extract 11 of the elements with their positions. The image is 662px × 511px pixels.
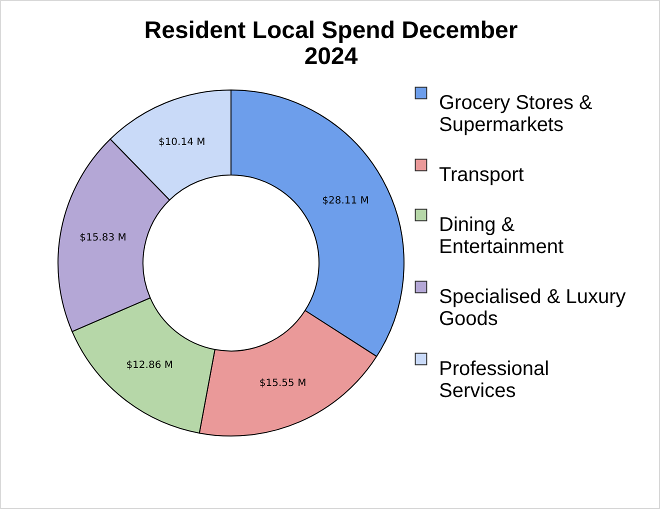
data-label: $10.14 M: [158, 137, 206, 148]
legend-label: Professional Services: [439, 358, 550, 402]
data-label: $15.55 M: [259, 378, 306, 389]
legend-label: Transport: [439, 164, 524, 186]
legend-label: Grocery Stores & Supermarkets: [439, 92, 594, 136]
legend-label: Specialised & Luxury Goods: [439, 286, 626, 330]
data-label: $28.11 M: [322, 195, 369, 206]
data-label: $12.86 M: [126, 360, 173, 371]
chart-title: Resident Local Spend December 2024: [144, 17, 518, 70]
data-label: $15.83 M: [80, 232, 126, 244]
legend-label: Dining & Entertainment: [439, 214, 564, 258]
